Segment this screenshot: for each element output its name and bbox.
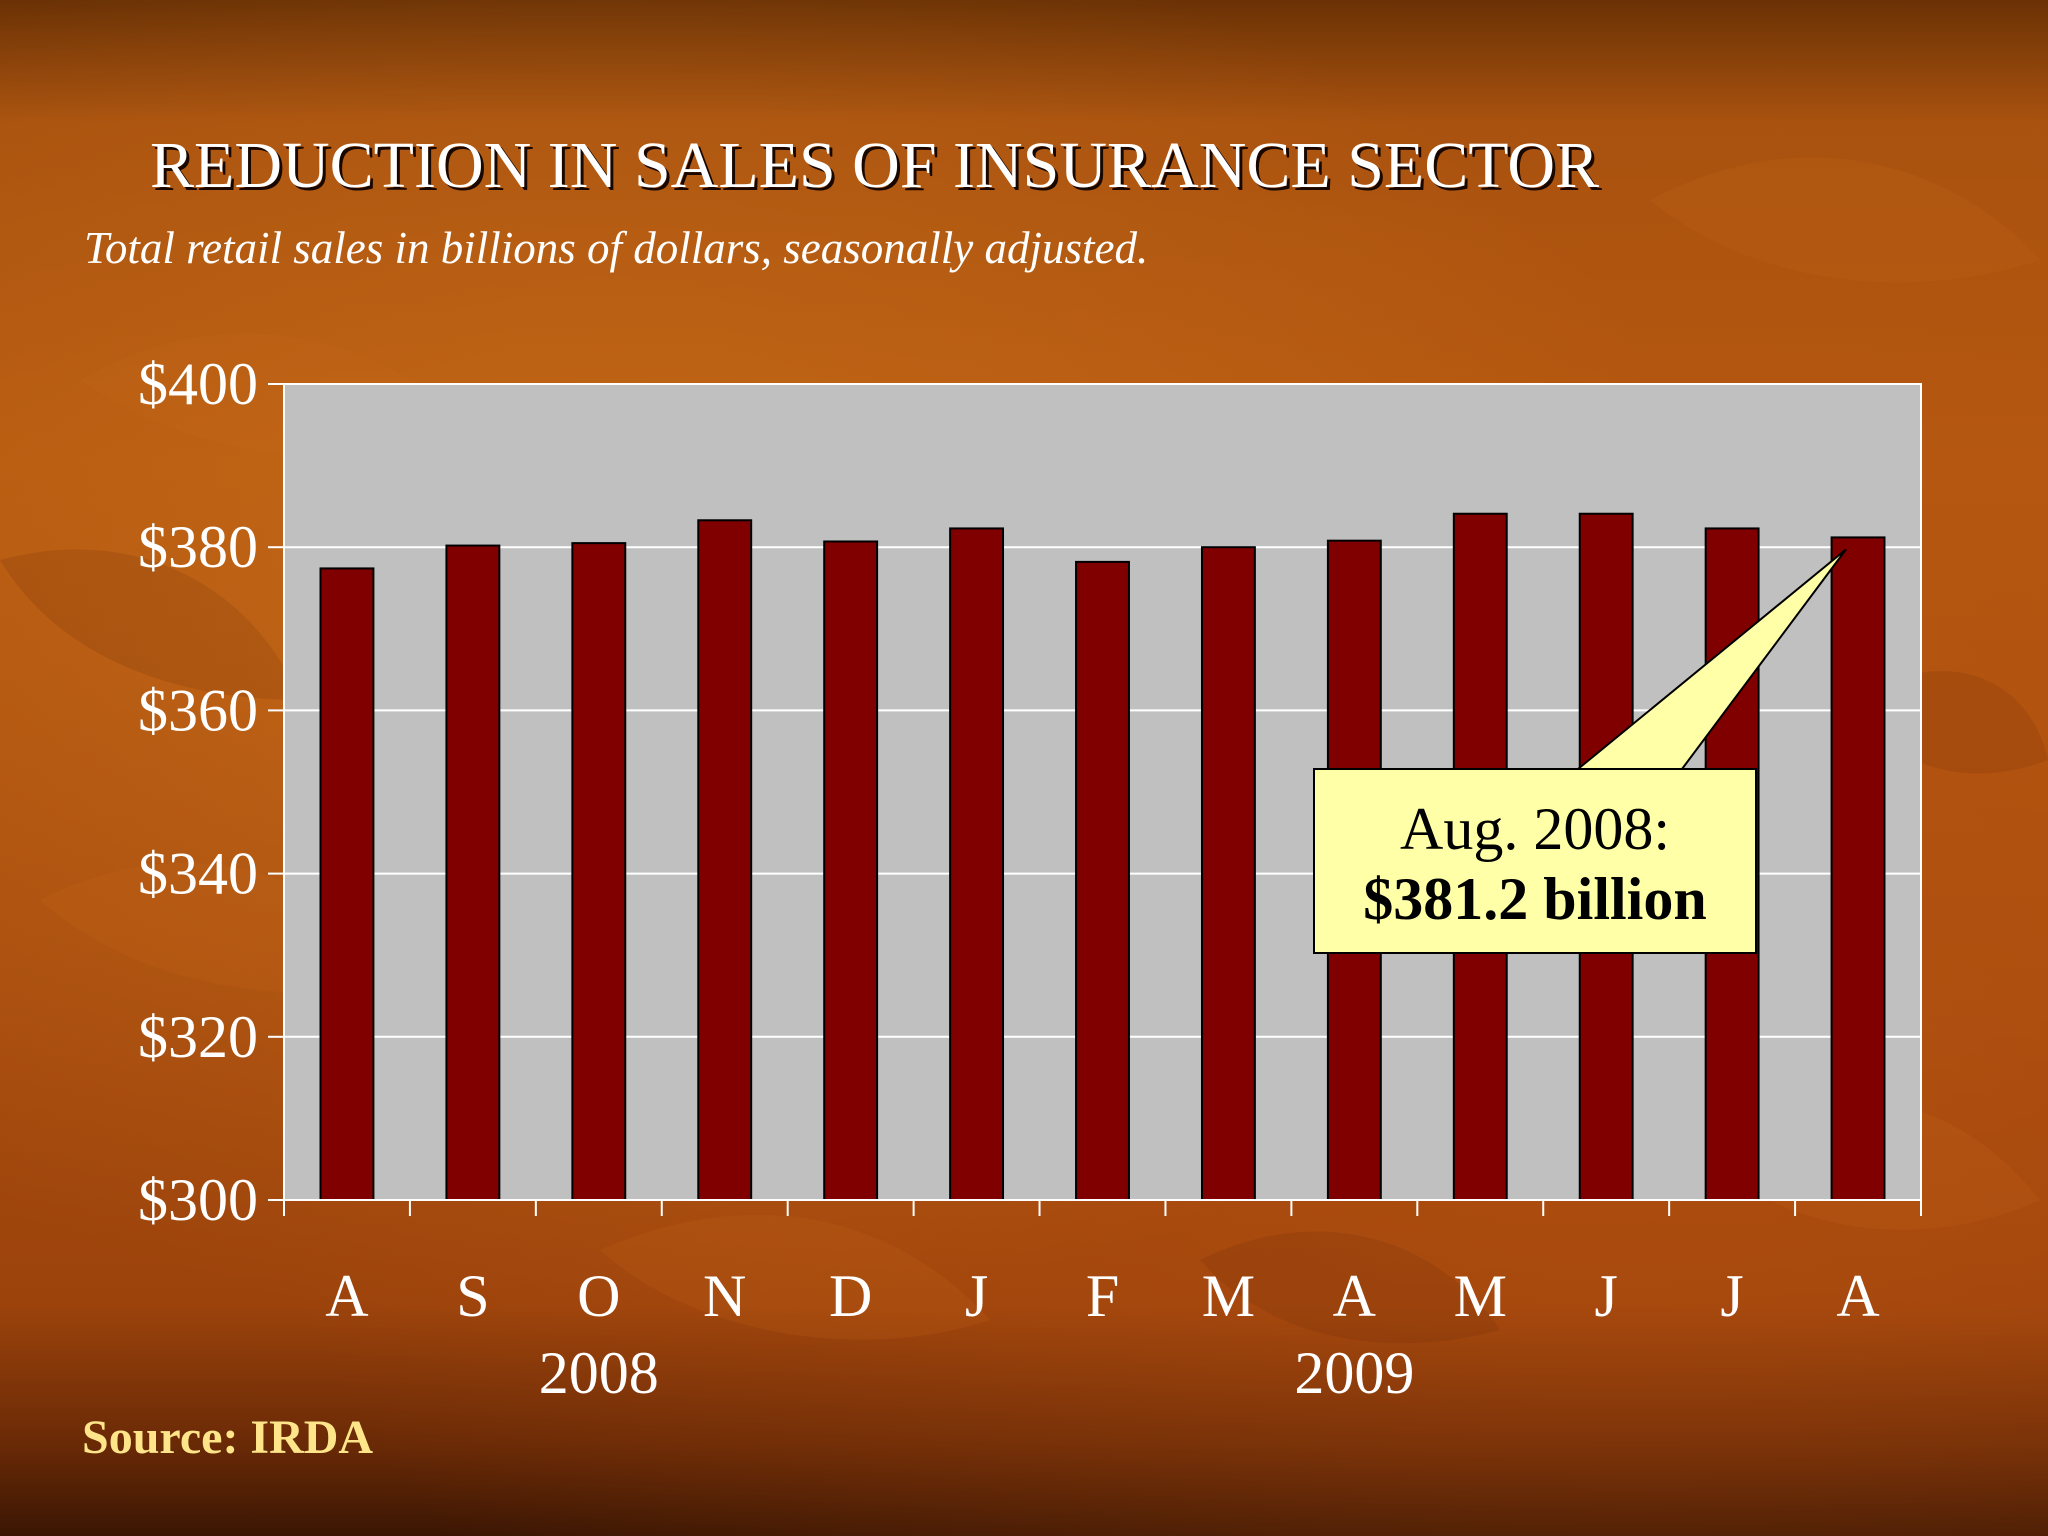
bar — [949, 527, 1005, 1201]
bar — [1075, 560, 1130, 1201]
slide-title: REDUCTION IN SALES OF INSURANCE SECTOR — [150, 129, 1600, 202]
x-tick-label: M — [1202, 1263, 1255, 1329]
bar — [571, 542, 627, 1201]
y-tick-label: $380 — [138, 514, 258, 580]
callout-box: Aug. 2008: $381.2 billion — [1313, 768, 1757, 954]
year-labels: 2008 2009 — [539, 1340, 1415, 1406]
slide-subtitle: Total retail sales in billions of dollar… — [84, 223, 1149, 273]
bar — [1830, 536, 1886, 1201]
callout-date: Aug. 2008: — [1400, 796, 1670, 862]
bar — [697, 519, 753, 1201]
x-tick-label: J — [1595, 1263, 1618, 1329]
x-tick-label: N — [703, 1263, 746, 1329]
bar — [319, 567, 375, 1201]
y-tick-label: $300 — [138, 1167, 258, 1233]
x-tick-label: A — [1836, 1263, 1879, 1329]
x-tick-label: A — [325, 1263, 368, 1329]
bar — [823, 540, 879, 1201]
y-tick-label: $320 — [138, 1004, 258, 1070]
x-tick-label: M — [1454, 1263, 1507, 1329]
axes — [283, 384, 1921, 1201]
bar — [445, 544, 501, 1201]
x-tick-label: J — [965, 1263, 988, 1329]
x-tick-label: F — [1086, 1263, 1119, 1329]
x-tick-label: A — [1333, 1263, 1376, 1329]
y-axis-ticks: $300 $320 $340 $360 $380 $400 — [138, 351, 284, 1233]
y-tick-label: $400 — [138, 351, 258, 417]
source-note: Source: IRDA — [82, 1411, 374, 1464]
y-tick-label: $360 — [138, 677, 258, 743]
year-label: 2008 — [539, 1340, 659, 1406]
x-tick-label: S — [456, 1263, 489, 1329]
x-tick-label: D — [829, 1263, 872, 1329]
bar — [1200, 546, 1256, 1201]
callout-value: $381.2 billion — [1363, 866, 1707, 932]
year-label: 2009 — [1294, 1340, 1414, 1406]
y-tick-label: $340 — [138, 841, 258, 907]
x-tick-label: O — [577, 1263, 620, 1329]
x-tick-label: J — [1720, 1263, 1743, 1329]
